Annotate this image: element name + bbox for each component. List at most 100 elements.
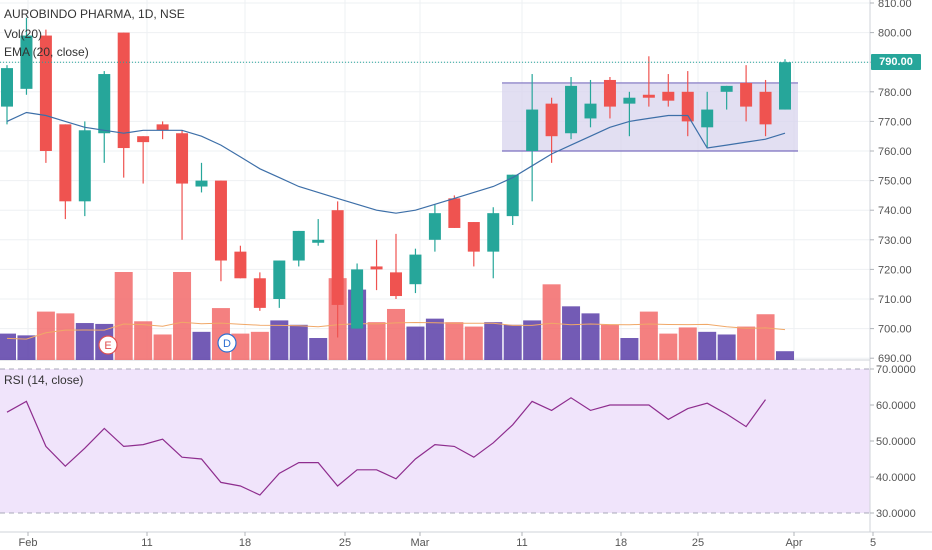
volume-bar	[36, 311, 55, 360]
candle-body	[623, 97, 636, 104]
event-marker-circle	[217, 333, 237, 353]
volume-bar	[562, 306, 581, 360]
candle-body	[20, 35, 33, 89]
rsi-tick-label: 40.0000	[876, 472, 916, 484]
volume-bar	[620, 338, 639, 360]
volume-bar	[309, 338, 328, 360]
volume-legend: Vol(20)	[4, 27, 43, 41]
time-tick-label: 5	[870, 537, 876, 549]
event-marker[interactable]: D	[217, 333, 237, 353]
candle-body	[176, 133, 189, 184]
volume-bar	[639, 311, 658, 360]
volume-bar	[0, 333, 16, 360]
candle-body	[234, 251, 247, 279]
candle-body	[195, 180, 208, 187]
event-marker-circle	[98, 335, 118, 355]
time-tick-label: 25	[339, 537, 351, 549]
time-tick-label: 18	[239, 537, 251, 549]
volume-bar	[75, 323, 94, 360]
volume-bar	[406, 326, 425, 360]
candle-body	[720, 85, 733, 92]
price-tick-label: 740.00	[878, 205, 912, 217]
candle-body	[1, 68, 13, 107]
price-tick-label: 690.00	[878, 353, 912, 365]
candle-body	[292, 230, 305, 261]
candle-body	[137, 136, 150, 143]
volume-bar	[134, 321, 153, 360]
volume-ma-line	[6, 321, 786, 340]
candle-body	[253, 278, 266, 308]
volume-bar	[659, 333, 678, 360]
candle-body	[39, 35, 52, 152]
price-tick-label: 710.00	[878, 294, 912, 306]
rsi-panel	[0, 359, 932, 515]
volume-bar	[503, 324, 522, 360]
time-tick-label: Feb	[19, 537, 38, 549]
volume-bar	[270, 320, 289, 360]
candle-body	[59, 124, 72, 202]
candle-body	[701, 109, 714, 128]
volume-bar	[756, 314, 775, 360]
time-tick-label: Apr	[785, 537, 802, 549]
candle-body	[584, 103, 597, 119]
rsi-band	[0, 369, 870, 513]
candle-body	[779, 62, 791, 110]
candle-body	[526, 109, 539, 151]
candle-body	[448, 198, 461, 228]
candle-body	[370, 266, 383, 270]
volume-bar	[776, 351, 794, 360]
volume-bar	[250, 331, 269, 360]
volume-bar	[114, 272, 133, 360]
candle-body	[506, 174, 519, 217]
candle-body	[156, 124, 169, 131]
candlesticks[interactable]	[1, 17, 791, 338]
ema-line	[6, 111, 786, 214]
candle-body	[98, 74, 111, 134]
rsi-legend: RSI (14, close)	[4, 373, 84, 387]
volume-bar	[581, 313, 600, 360]
volume-bar	[717, 334, 736, 360]
volume-bar	[698, 331, 717, 360]
volume-bar	[523, 320, 542, 360]
candle-body	[681, 91, 694, 122]
candle-body	[390, 272, 402, 297]
price-tick-label: 780.00	[878, 87, 912, 99]
volume-bar	[484, 322, 503, 360]
candle-body	[273, 260, 286, 299]
candle-body	[117, 32, 130, 149]
volume-bar	[173, 272, 192, 360]
candle-body	[740, 82, 753, 107]
volume-bar	[367, 322, 386, 360]
candle-body	[603, 79, 616, 107]
candle-body	[565, 85, 578, 134]
price-tick-label: 750.00	[878, 176, 912, 188]
volume-bar	[678, 327, 697, 360]
volume-bars	[0, 272, 794, 360]
time-tick-label: Mar	[411, 537, 430, 549]
volume-bar	[600, 324, 619, 360]
volume-bar	[464, 326, 483, 360]
volume-bar	[542, 284, 561, 360]
volume-bar	[17, 335, 36, 360]
candle-body	[409, 254, 422, 285]
rsi-tick-label: 70.0000	[876, 364, 916, 376]
volume-bar	[445, 322, 464, 360]
time-tick-label: 25	[692, 537, 704, 549]
volume-bar	[737, 326, 756, 360]
rsi-tick-label: 60.0000	[876, 400, 916, 412]
candle-body	[351, 269, 364, 329]
ema-polyline	[6, 111, 786, 214]
candle-body	[331, 210, 344, 305]
price-tick-label: 770.00	[878, 116, 912, 128]
event-marker[interactable]: E	[98, 335, 118, 355]
candle-body	[312, 239, 325, 243]
candle-body	[428, 213, 441, 240]
candle-body	[662, 91, 675, 101]
rsi-line	[6, 397, 766, 496]
time-tick-label: 18	[615, 537, 627, 549]
price-tick-label: 720.00	[878, 264, 912, 276]
candle-body	[487, 213, 500, 252]
